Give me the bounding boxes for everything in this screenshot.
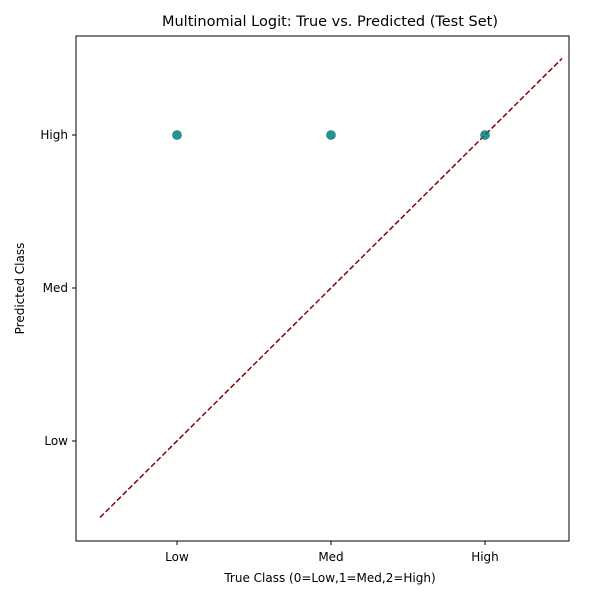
y-axis-ticks: Low Med High — [40, 128, 76, 448]
data-point — [326, 130, 336, 140]
reference-diagonal-line — [99, 57, 563, 519]
data-point — [172, 130, 182, 140]
chart-title: Multinomial Logit: True vs. Predicted (T… — [162, 14, 498, 30]
x-tick-label: High — [471, 550, 499, 564]
x-tick-label: Low — [165, 550, 189, 564]
y-tick-label: High — [40, 128, 68, 142]
y-axis-title: Predicted Class — [13, 243, 27, 335]
x-tick-label: Med — [318, 550, 343, 564]
y-tick-label: Low — [44, 434, 68, 448]
data-point — [480, 130, 490, 140]
x-axis-ticks: Low Med High — [165, 541, 499, 564]
plot-layer — [99, 57, 563, 519]
y-tick-label: Med — [43, 281, 68, 295]
x-axis-title: True Class (0=Low,1=Med,2=High) — [223, 571, 435, 585]
